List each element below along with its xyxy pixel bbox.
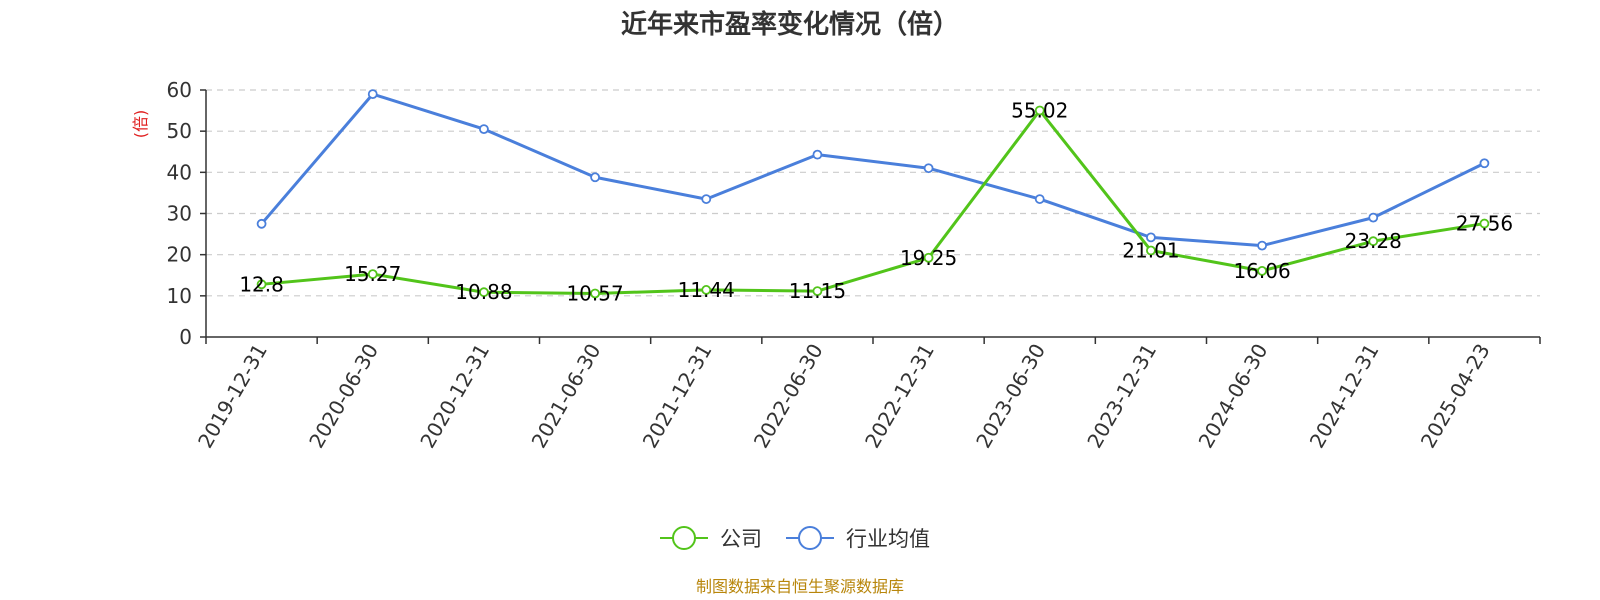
x-tick-label: 2025-04-23 (1416, 340, 1495, 453)
y-tick-label: 60 (167, 78, 192, 102)
y-tick-label: 20 (167, 243, 192, 267)
industry-data-point[interactable] (701, 194, 712, 204)
company-data-point[interactable] (923, 252, 934, 263)
company-data-point[interactable] (1368, 236, 1379, 247)
company-data-label: 21.01 (1122, 239, 1179, 263)
industry-series-line (260, 92, 1486, 248)
x-tick-label: 2023-06-30 (971, 340, 1050, 453)
industry-data-point[interactable] (1479, 158, 1490, 169)
legend-item-industry-average[interactable]: 行业均值 (786, 526, 930, 551)
industry-data-point[interactable] (1146, 232, 1156, 243)
industry-data-point[interactable] (923, 163, 934, 174)
x-tick-label: 2024-12-31 (1305, 340, 1384, 453)
series-lines (256, 89, 1490, 299)
y-tick-label: 40 (167, 160, 192, 184)
industry-data-point[interactable] (367, 89, 378, 100)
company-data-point[interactable] (256, 279, 267, 290)
industry-data-point[interactable] (256, 218, 267, 229)
data-labels: 12.8 15.27 10.88 10.57 11.44 11.15 19.25 55.02 2… (239, 99, 1513, 306)
industry-data-point[interactable] (1368, 212, 1379, 223)
industry-data-point[interactable] (479, 124, 489, 135)
company-data-label: 10.57 (566, 281, 623, 305)
y-axis-label: (倍) (131, 110, 150, 139)
company-data-point[interactable] (1034, 105, 1045, 116)
x-tick-label: 2020-12-31 (415, 339, 494, 452)
x-tick-label: 2022-06-30 (749, 340, 828, 453)
y-tick-label: 10 (167, 284, 192, 308)
data-source-note: 制图数据来自恒生聚源数据库 (696, 577, 904, 596)
company-data-label: 10.88 (455, 280, 512, 304)
chart-title: 近年来市盈率变化情况（倍） (621, 9, 959, 40)
legend[interactable]: 公司 行业均值 (660, 526, 930, 551)
y-tick-label: 0 (179, 325, 192, 349)
company-data-point[interactable] (1146, 245, 1156, 256)
company-data-point[interactable] (479, 287, 489, 298)
company-data-label: 55.02 (1011, 99, 1068, 123)
y-tick-label: 50 (167, 119, 192, 143)
company-data-point[interactable] (1257, 265, 1267, 276)
x-tick-label: 2021-12-31 (638, 340, 717, 453)
legend-company-label: 公司 (720, 527, 762, 551)
company-data-point[interactable] (367, 269, 378, 280)
company-data-label: 11.44 (678, 278, 735, 302)
industry-data-point[interactable] (590, 172, 600, 183)
company-data-label: 27.56 (1456, 212, 1513, 236)
company-data-label: 11.15 (789, 279, 846, 303)
company-data-label: 12.8 (239, 272, 284, 296)
company-data-point[interactable] (1479, 218, 1490, 229)
company-data-point[interactable] (590, 288, 600, 299)
x-tick-label: 2024-06-30 (1194, 340, 1273, 453)
legend-industry-circle-icon (798, 526, 822, 550)
legend-company-circle-icon (672, 526, 696, 550)
x-tick-label: 2023-12-31 (1082, 340, 1161, 453)
company-data-point[interactable] (812, 286, 823, 296)
company-data-label: 23.28 (1345, 229, 1402, 253)
industry-data-point[interactable] (1034, 194, 1045, 204)
x-tick-label: 2020-06-30 (304, 340, 383, 453)
industry-data-point[interactable] (1257, 240, 1267, 251)
y-tick-label: 30 (167, 202, 192, 226)
x-tick-label: 2021-06-30 (527, 340, 606, 453)
company-data-label: 16.06 (1233, 259, 1290, 283)
legend-item-company[interactable]: 公司 (660, 526, 762, 551)
x-tick-label: 2022-12-31 (860, 339, 939, 452)
grid-lines (206, 89, 1540, 297)
industry-data-point[interactable] (812, 149, 823, 160)
company-data-label: 15.27 (344, 262, 401, 286)
company-data-label: 19.25 (900, 246, 957, 270)
company-series-line (261, 109, 1485, 295)
x-tick-label: 2019-12-31 (193, 340, 272, 453)
legend-industry-label: 行业均值 (846, 527, 930, 551)
company-data-point[interactable] (701, 285, 712, 295)
